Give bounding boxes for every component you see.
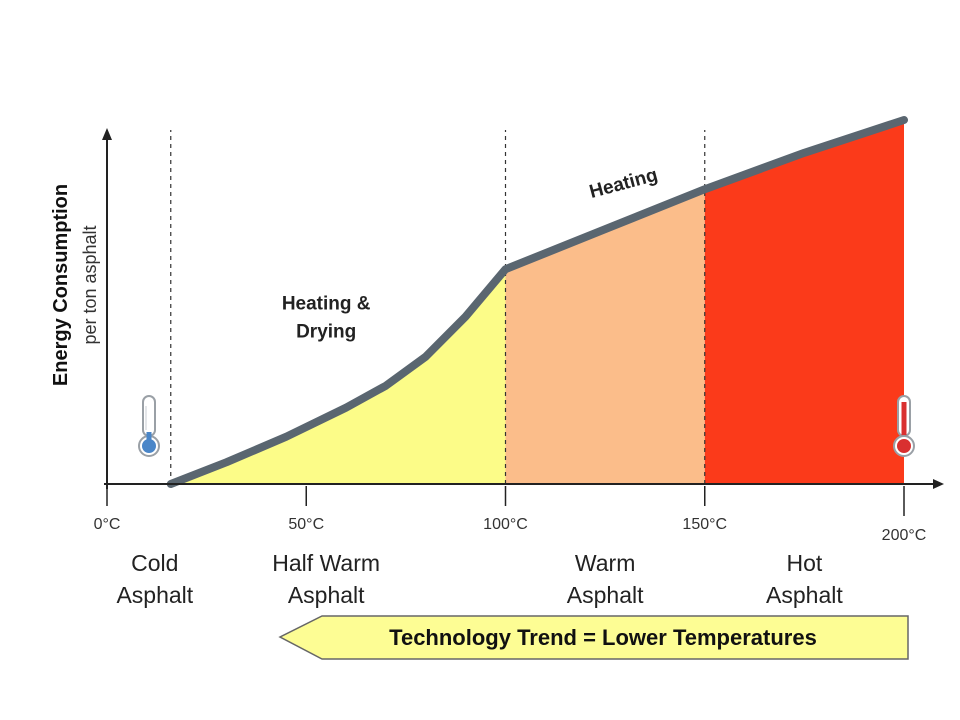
region-fill-1	[170, 269, 506, 484]
energy-curve	[166, 116, 908, 488]
heating-drying-annotation-line1: Heating &	[282, 293, 371, 314]
y-axis-arrow-icon	[102, 128, 112, 140]
thermometer-hot-icon	[893, 395, 915, 457]
region-fill-2	[505, 189, 705, 484]
region-label-2-line2: Asphalt	[567, 582, 644, 608]
heating-annotation: Heating	[587, 165, 660, 203]
region-fills	[170, 120, 904, 484]
x-tick-label-2: 100°C	[483, 516, 528, 533]
region-label-0-line1: Cold	[131, 550, 178, 576]
region-label-2-line1: Warm	[575, 550, 635, 576]
region-label-3-line1: Hot	[786, 550, 822, 576]
x-tick-label-1: 50°C	[288, 516, 324, 533]
x-tick-label-3: 150°C	[682, 516, 727, 533]
axes	[102, 128, 944, 489]
trend-arrow-shape	[278, 615, 909, 660]
category-labels: Cold Asphalt Half Warm Asphalt Warm Asphalt Ho…	[116, 550, 843, 608]
y-axis-label: Energy Consumption	[50, 184, 72, 386]
thermometer-cold-icon	[138, 395, 160, 457]
region-label-0-line2: Asphalt	[116, 582, 193, 608]
region-dividers	[170, 130, 706, 484]
region-label-1-line1: Half Warm	[272, 550, 380, 576]
x-ticks: 0°C 50°C 100°C 150°C 200°C	[94, 486, 927, 544]
heating-drying-annotation-line2: Drying	[296, 321, 356, 342]
technology-trend-arrow: Technology Trend = Lower Temperatures	[278, 615, 909, 660]
region-label-3-line2: Asphalt	[766, 582, 843, 608]
x-tick-label-4: 200°C	[882, 527, 927, 544]
x-axis-arrow-icon	[933, 479, 944, 489]
region-label-1-line2: Asphalt	[288, 582, 365, 608]
y-axis-sublabel: per ton asphalt	[80, 225, 100, 344]
x-tick-label-0: 0°C	[94, 516, 121, 533]
region-fill-3	[704, 120, 904, 484]
trend-text: Technology Trend = Lower Temperatures	[389, 625, 817, 650]
